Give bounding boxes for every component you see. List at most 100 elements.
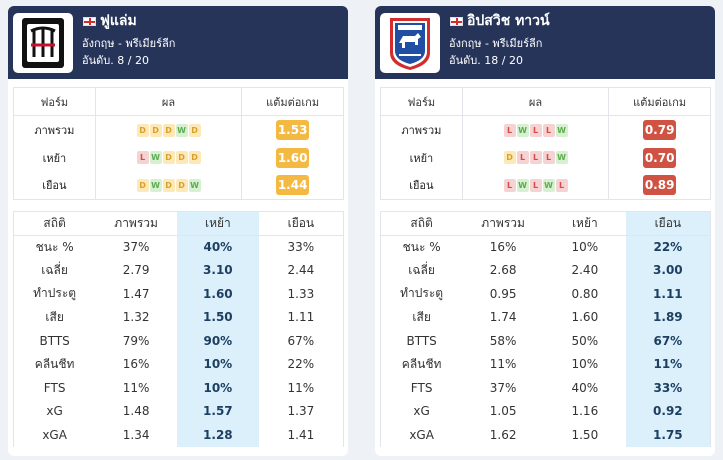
stat-label: คลีนชีท <box>13 352 96 376</box>
stat-value: 1.37 <box>258 399 344 423</box>
stat-value: 22% <box>625 235 711 259</box>
stat-value: 40% <box>571 380 599 395</box>
stats-row: คลีนชีท 16% 10% 22% <box>13 352 344 376</box>
fulham-crest-icon <box>13 13 73 73</box>
form-result-chip[interactable]: W <box>542 179 555 192</box>
stat-label: เฉลี่ย <box>13 258 96 282</box>
form-result-chip[interactable]: D <box>162 123 175 137</box>
form-result-chip[interactable]: D <box>136 179 149 192</box>
team-rank: อันดับ. 18 / 20 <box>449 54 523 67</box>
ppg-cell: 0.89 <box>608 171 711 200</box>
form-col-header: ฟอร์ม <box>380 87 463 116</box>
form-result-chip[interactable]: W <box>516 123 529 137</box>
form-result-chip[interactable]: D <box>162 151 175 165</box>
form-result-chip[interactable]: D <box>162 179 175 192</box>
stat-value: 40% <box>176 235 259 259</box>
stat-value: 16% <box>489 240 517 254</box>
away-col-header: เยือน <box>625 211 711 236</box>
stat-value: 10% <box>571 240 599 254</box>
stat-value: 1.89 <box>625 305 711 329</box>
form-result-chip[interactable]: W <box>188 179 201 192</box>
stats-body: ชนะ % 37% 40% 33% เฉลี่ย 2.79 3.10 2.44 ทำประตู 1… <box>13 235 344 447</box>
form-result-chip[interactable]: D <box>149 123 162 137</box>
team-league: อังกฤษ - พรีเมียร์ลีก <box>82 37 176 50</box>
stat-value: 90% <box>176 329 259 353</box>
stat-value: 0.95 <box>489 286 517 301</box>
form-result-chip[interactable]: D <box>188 151 201 165</box>
form-table: ฟอร์ม ผล แต้มต่อเกม ภาพรวม D D D W D 1.53 เหย้า… <box>13 87 344 200</box>
ppg-badge: 0.70 <box>643 147 677 168</box>
stat-label: FTS <box>13 376 96 400</box>
stat-label: ทำประตู <box>13 282 96 306</box>
form-result-chip[interactable]: L <box>503 179 516 192</box>
form-result-chip[interactable]: L <box>503 123 516 137</box>
ppg-cell: 1.60 <box>241 143 344 172</box>
form-result-chip[interactable]: L <box>529 179 542 192</box>
stats-row: xG 1.48 1.57 1.37 <box>13 399 344 423</box>
team-name[interactable]: ฟูแล่ม <box>100 13 137 29</box>
form-result-chip[interactable]: L <box>542 151 555 165</box>
team-league: อังกฤษ - พรีเมียร์ลีก <box>449 37 543 50</box>
form-result-chip[interactable]: L <box>555 179 568 192</box>
stat-value: 1.62 <box>489 427 517 442</box>
form-result-chip[interactable]: L <box>516 151 529 165</box>
stat-value: 1.05 <box>489 404 517 419</box>
team-name[interactable]: อิปสวิช ทาวน์ <box>467 13 550 29</box>
ppg-col-header: แต้มต่อเกม <box>241 87 344 116</box>
stat-value: 11% <box>258 376 344 400</box>
form-result-chip[interactable]: L <box>136 151 149 165</box>
stats-row: BTTS 79% 90% 67% <box>13 329 344 353</box>
form-result-chip[interactable]: L <box>529 123 542 137</box>
stat-value: 1.60 <box>176 282 259 306</box>
ppg-badge: 1.53 <box>276 119 310 140</box>
stat-label: ชนะ % <box>13 235 96 259</box>
stat-value: 11% <box>625 352 711 376</box>
stats-body: ชนะ % 16% 10% 22% เฉลี่ย 2.68 2.40 3.00 ทำประตู 0… <box>380 235 711 447</box>
stat-value: 1.60 <box>571 310 599 325</box>
form-result-chip[interactable]: D <box>175 179 188 192</box>
ppg-badge: 0.89 <box>643 175 677 196</box>
form-result-chip[interactable]: L <box>529 151 542 165</box>
form-result-chip[interactable]: W <box>516 179 529 192</box>
stats-table: สถิติ ภาพรวม เหย้า เยือน ชนะ % 16% 10% 22% เ… <box>380 211 711 447</box>
stat-value: 1.33 <box>258 282 344 306</box>
form-result-chip[interactable]: L <box>542 123 555 137</box>
stat-label: ทำประตู <box>380 282 463 306</box>
stat-value: 11% <box>489 357 517 372</box>
stat-value: 2.79 <box>122 263 150 278</box>
stat-label: xG <box>13 399 96 423</box>
form-result-chip[interactable]: D <box>503 151 516 165</box>
stat-value: 1.48 <box>122 404 150 419</box>
stats-header-row: สถิติ ภาพรวม เหย้า เยือน <box>13 211 344 236</box>
stat-label: FTS <box>380 376 463 400</box>
ppg-badge: 1.44 <box>276 175 310 196</box>
form-result-chip[interactable]: D <box>136 123 149 137</box>
stats-row: ชนะ % 37% 40% 33% <box>13 235 344 259</box>
stat-value: 50% <box>571 333 599 348</box>
stat-value: 1.11 <box>258 305 344 329</box>
form-result-chip[interactable]: D <box>188 123 201 137</box>
overall-col-header: ภาพรวม <box>462 211 544 236</box>
ipswich-crest-icon <box>380 13 440 73</box>
england-flag-icon <box>450 17 463 26</box>
stat-value: 1.50 <box>571 427 599 442</box>
stat-value: 3.10 <box>176 258 259 282</box>
stats-header-row: สถิติ ภาพรวม เหย้า เยือน <box>380 211 711 236</box>
form-result-chip[interactable]: W <box>555 151 568 165</box>
stats-row: เสีย 1.32 1.50 1.11 <box>13 305 344 329</box>
stat-value: 10% <box>176 376 259 400</box>
stats-row: ทำประตู 0.95 0.80 1.11 <box>380 282 711 306</box>
form-result-chip[interactable]: D <box>175 151 188 165</box>
stat-value: 1.11 <box>625 282 711 306</box>
stat-value: 1.75 <box>625 423 711 447</box>
form-result-chip[interactable]: W <box>149 179 162 192</box>
stat-label: คลีนชีท <box>380 352 463 376</box>
form-result-chip[interactable]: W <box>555 123 568 137</box>
stat-value: 11% <box>122 380 150 395</box>
form-result-chip[interactable]: W <box>149 151 162 165</box>
stat-value: 1.50 <box>176 305 259 329</box>
form-result-chip[interactable]: W <box>175 123 188 137</box>
